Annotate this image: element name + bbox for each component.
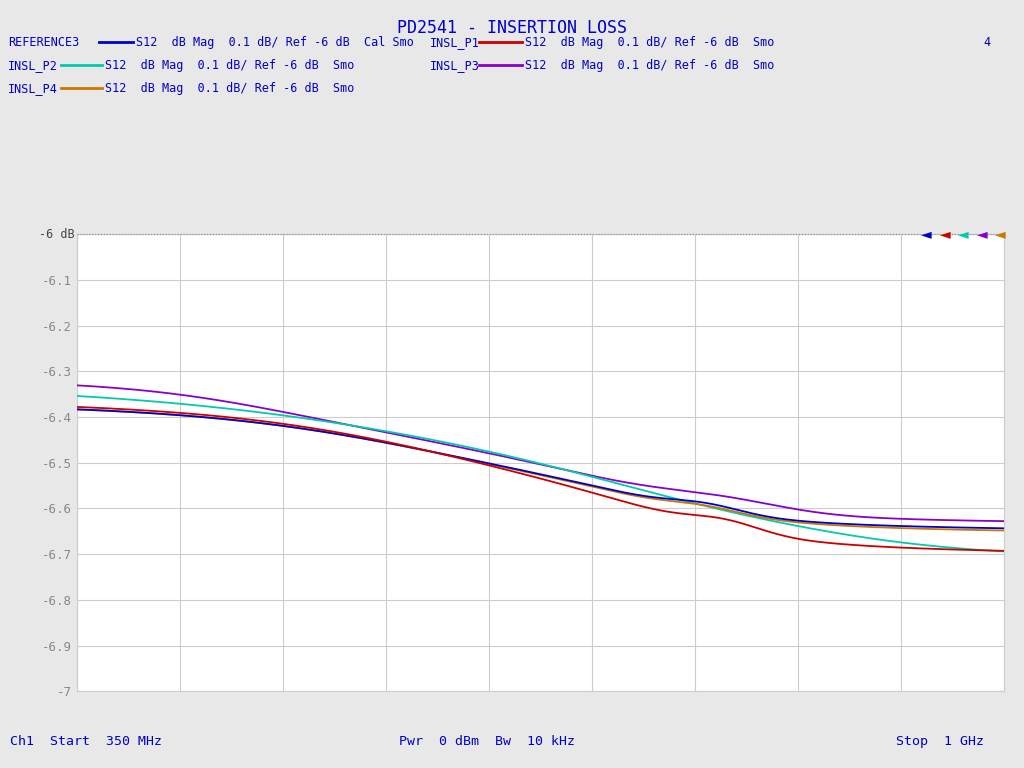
Text: S12  dB Mag  0.1 dB/ Ref -6 dB  Cal Smo: S12 dB Mag 0.1 dB/ Ref -6 dB Cal Smo <box>136 36 414 48</box>
Text: INSL_P2: INSL_P2 <box>8 59 58 71</box>
Text: S12  dB Mag  0.1 dB/ Ref -6 dB  Smo: S12 dB Mag 0.1 dB/ Ref -6 dB Smo <box>105 59 355 71</box>
Text: INSL_P1: INSL_P1 <box>430 36 480 48</box>
Text: S12  dB Mag  0.1 dB/ Ref -6 dB  Smo: S12 dB Mag 0.1 dB/ Ref -6 dB Smo <box>525 36 775 48</box>
Text: S12  dB Mag  0.1 dB/ Ref -6 dB  Smo: S12 dB Mag 0.1 dB/ Ref -6 dB Smo <box>105 82 355 94</box>
Text: ◄: ◄ <box>922 227 932 241</box>
Text: ◄: ◄ <box>940 227 950 241</box>
Text: -6 dB: -6 dB <box>39 228 75 240</box>
Text: REFERENCE3: REFERENCE3 <box>8 36 80 48</box>
Text: ◄: ◄ <box>977 227 987 241</box>
Text: INSL_P3: INSL_P3 <box>430 59 480 71</box>
Text: ◄: ◄ <box>995 227 1006 241</box>
Text: 4: 4 <box>983 36 990 48</box>
Text: INSL_P4: INSL_P4 <box>8 82 58 94</box>
Text: S12  dB Mag  0.1 dB/ Ref -6 dB  Smo: S12 dB Mag 0.1 dB/ Ref -6 dB Smo <box>525 59 775 71</box>
Text: ◄: ◄ <box>958 227 969 241</box>
Text: Ch1  Start  350 MHz: Ch1 Start 350 MHz <box>10 735 162 747</box>
Text: Pwr  0 dBm  Bw  10 kHz: Pwr 0 dBm Bw 10 kHz <box>399 735 575 747</box>
Text: Stop  1 GHz: Stop 1 GHz <box>896 735 984 747</box>
Text: PD2541 - INSERTION LOSS: PD2541 - INSERTION LOSS <box>397 19 627 37</box>
